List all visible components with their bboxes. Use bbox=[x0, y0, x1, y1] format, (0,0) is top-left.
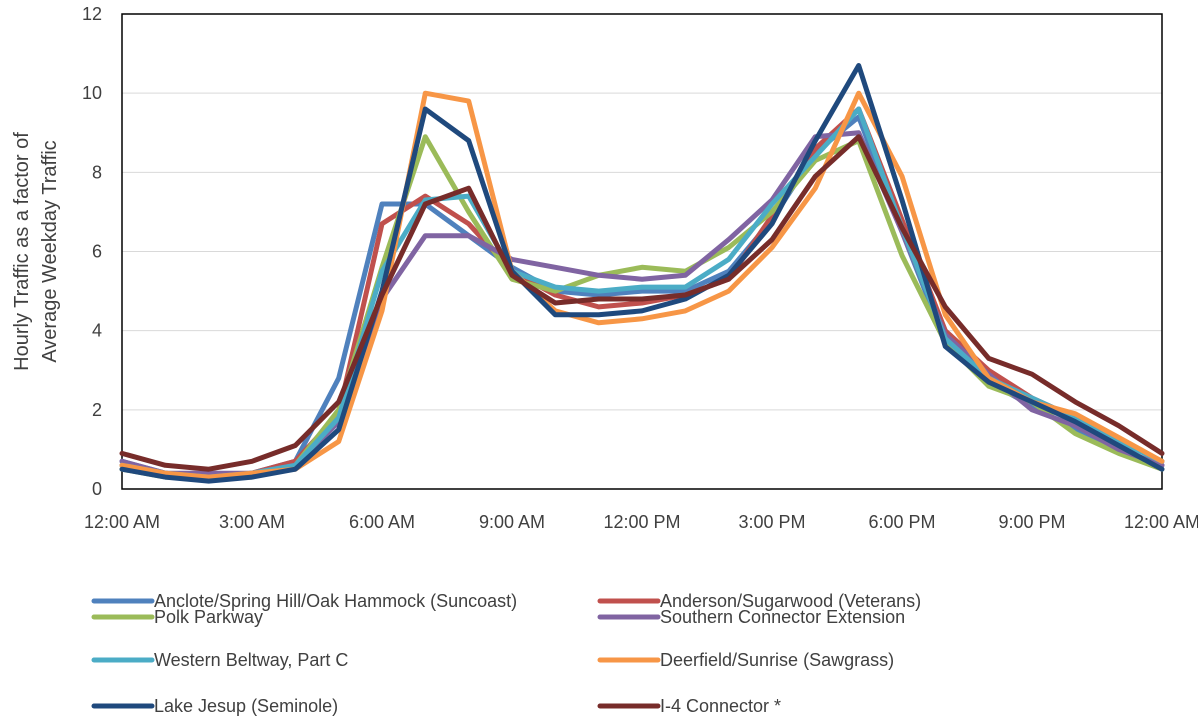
x-tick-label: 6:00 AM bbox=[349, 512, 415, 532]
series-lines bbox=[119, 63, 1165, 484]
x-axis-ticks: 12:00 AM 3:00 AM 6:00 AM 9:00 AM 12:00 PM 3:0… bbox=[84, 512, 1198, 532]
plot-area-frame bbox=[121, 13, 1163, 490]
y-tick-label: 0 bbox=[92, 479, 102, 499]
x-tick-label: 12:00 AM bbox=[84, 512, 160, 532]
legend: Anclote/Spring Hill/Oak Hammock (Suncoas… bbox=[91, 591, 921, 716]
y-axis-title: Hourly Traffic as a factor of Average Wee… bbox=[11, 132, 61, 371]
y-axis-ticks: 0 2 4 6 8 10 12 bbox=[82, 4, 102, 499]
y-tick-label: 12 bbox=[82, 4, 102, 24]
legend-label-4: Southern Connector Extension bbox=[660, 607, 905, 627]
y-tick-label: 8 bbox=[92, 162, 102, 182]
legend-label-3: Polk Parkway bbox=[154, 607, 263, 627]
y-tick-label: 4 bbox=[92, 321, 102, 341]
legend-label-7: Lake Jesup (Seminole) bbox=[154, 696, 338, 716]
legend-label-1: Anclote/Spring Hill/Oak Hammock (Suncoas… bbox=[154, 591, 517, 611]
x-tick-label: 12:00 PM bbox=[603, 512, 680, 532]
y-tick-label: 10 bbox=[82, 83, 102, 103]
legend-label-6: Deerfield/Sunrise (Sawgrass) bbox=[660, 650, 894, 670]
legend-label-2: Anderson/Sugarwood (Veterans) bbox=[660, 591, 921, 611]
y-axis-title-line: Hourly Traffic as a factor of bbox=[11, 132, 33, 371]
x-tick-label: 6:00 PM bbox=[868, 512, 935, 532]
series-line-3 bbox=[119, 134, 1165, 480]
series-line-7 bbox=[119, 63, 1165, 484]
x-tick-label: 3:00 AM bbox=[219, 512, 285, 532]
y-tick-label: 6 bbox=[92, 242, 102, 262]
x-tick-label: 3:00 PM bbox=[738, 512, 805, 532]
x-tick-label: 9:00 PM bbox=[998, 512, 1065, 532]
gridlines bbox=[122, 92, 1162, 411]
legend-label-8: I-4 Connector * bbox=[660, 696, 781, 716]
x-tick-label: 9:00 AM bbox=[479, 512, 545, 532]
x-tick-label: 12:00 AM bbox=[1124, 512, 1198, 532]
series-line-8 bbox=[119, 134, 1165, 472]
y-tick-label: 2 bbox=[92, 400, 102, 420]
y-axis-title-line: Average Weekday Traffic bbox=[39, 140, 61, 362]
legend-label-5: Western Beltway, Part C bbox=[154, 650, 348, 670]
